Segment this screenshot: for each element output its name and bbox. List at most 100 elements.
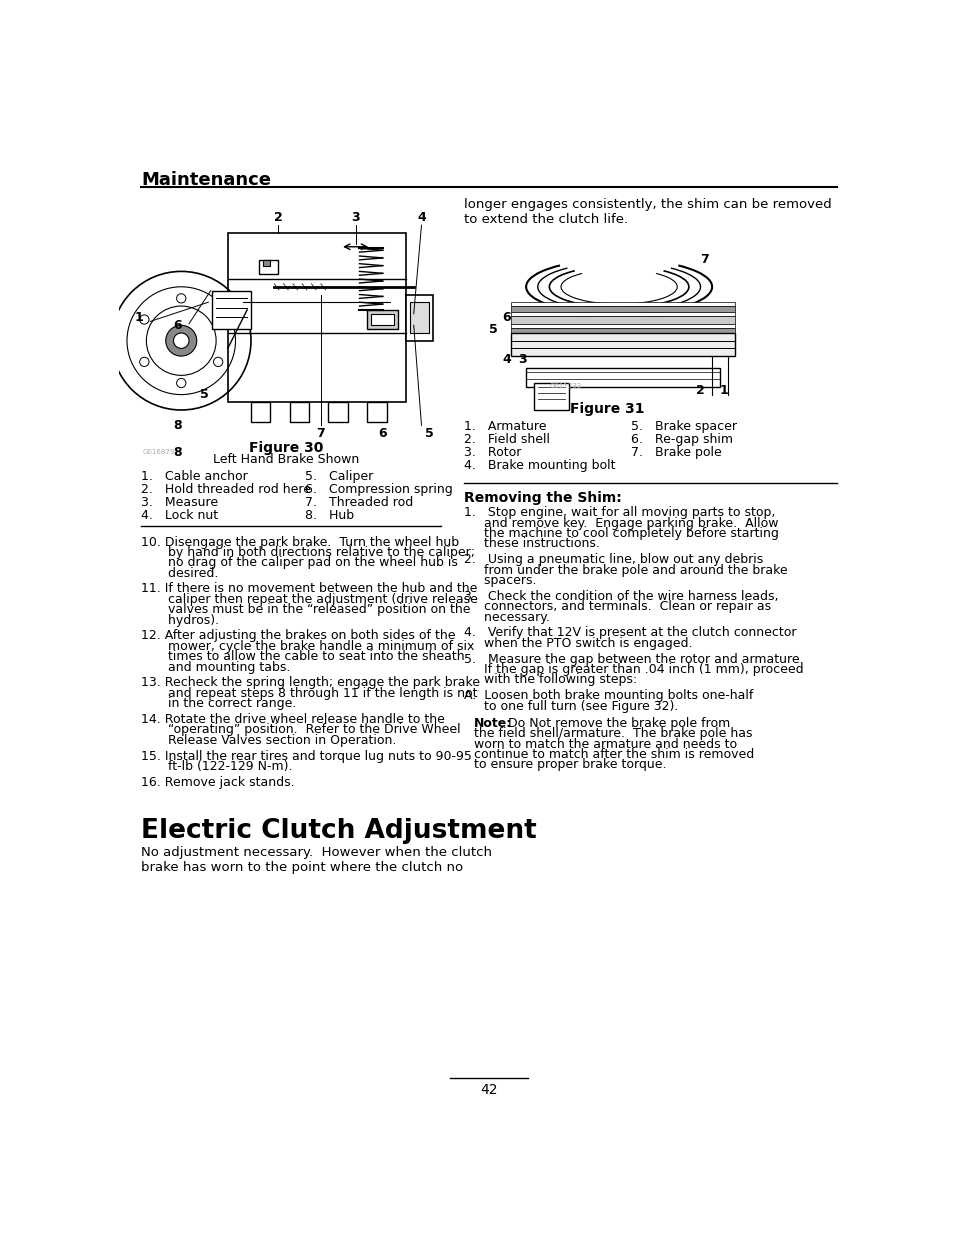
Text: and mounting tabs.: and mounting tabs. — [152, 661, 290, 673]
Text: in the correct range.: in the correct range. — [152, 698, 295, 710]
Text: the machine to cool completely before starting: the machine to cool completely before st… — [464, 527, 779, 540]
Text: A.  Loosen both brake mounting bolts one-half: A. Loosen both brake mounting bolts one-… — [464, 689, 753, 703]
Bar — [410, 303, 429, 333]
Text: 4.   Verify that 12V is present at the clutch connector: 4. Verify that 12V is present at the clu… — [464, 626, 796, 640]
Text: these instructions.: these instructions. — [464, 537, 599, 551]
Text: desired.: desired. — [152, 567, 218, 579]
Bar — [251, 403, 270, 421]
Text: valves must be in the “released” position on the: valves must be in the “released” positio… — [152, 603, 470, 616]
Text: worn to match the armature and needs to: worn to match the armature and needs to — [474, 737, 737, 751]
Text: 1.   Armature: 1. Armature — [464, 420, 546, 433]
Text: 6.   Re-gap shim: 6. Re-gap shim — [630, 433, 732, 446]
Text: 5.   Brake spacer: 5. Brake spacer — [630, 420, 736, 433]
Bar — [367, 403, 386, 421]
Bar — [510, 306, 735, 312]
Text: times to allow the cable to seat into the sheath: times to allow the cable to seat into th… — [152, 651, 464, 663]
Text: 6.   Compression spring: 6. Compression spring — [305, 483, 453, 496]
Text: 10. Disengage the park brake.  Turn the wheel hub: 10. Disengage the park brake. Turn the w… — [141, 536, 458, 548]
Text: continue to match after the shim is removed: continue to match after the shim is remo… — [474, 748, 754, 761]
Text: 42: 42 — [479, 1083, 497, 1097]
Text: 5: 5 — [489, 322, 497, 336]
Text: mower, cycle the brake handle a minimum of six: mower, cycle the brake handle a minimum … — [152, 640, 474, 653]
Text: 5.   Measure the gap between the rotor and armature.: 5. Measure the gap between the rotor and… — [464, 652, 803, 666]
Text: 2: 2 — [274, 211, 282, 224]
Text: 5: 5 — [200, 388, 209, 401]
Bar — [212, 290, 251, 330]
Text: 14. Rotate the drive wheel release handle to the: 14. Rotate the drive wheel release handl… — [141, 713, 444, 726]
Text: 3.   Rotor: 3. Rotor — [464, 446, 521, 459]
Text: G011732: G011732 — [549, 383, 581, 389]
Text: hydros).: hydros). — [152, 614, 218, 626]
Bar — [328, 403, 348, 421]
Bar — [534, 383, 568, 410]
Text: 1.   Cable anchor: 1. Cable anchor — [141, 471, 248, 483]
Text: 3: 3 — [351, 211, 359, 224]
Text: G016879: G016879 — [142, 448, 174, 454]
Circle shape — [176, 378, 186, 388]
Text: 11. If there is no movement between the hub and the: 11. If there is no movement between the … — [141, 583, 476, 595]
Text: ft-lb (122-129 N-m).: ft-lb (122-129 N-m). — [152, 760, 292, 773]
Text: 8: 8 — [172, 446, 181, 459]
Text: by hand in both directions relative to the caliper;: by hand in both directions relative to t… — [152, 546, 475, 559]
Circle shape — [139, 315, 149, 324]
Bar — [290, 403, 309, 421]
Text: 6: 6 — [172, 319, 181, 332]
Circle shape — [213, 315, 223, 324]
Text: No adjustment necessary.  However when the clutch
brake has worn to the point wh: No adjustment necessary. However when th… — [141, 846, 492, 874]
Bar — [510, 312, 735, 316]
Text: to ensure proper brake torque.: to ensure proper brake torque. — [474, 758, 666, 772]
Bar — [510, 333, 735, 356]
Circle shape — [139, 357, 149, 367]
Text: with the following steps:: with the following steps: — [464, 673, 637, 687]
Bar — [510, 327, 735, 333]
Bar — [367, 310, 397, 330]
Bar — [258, 259, 278, 274]
Bar — [510, 316, 735, 324]
Text: 2: 2 — [696, 384, 704, 398]
Text: 4: 4 — [416, 211, 425, 224]
Text: Figure 31: Figure 31 — [570, 403, 644, 416]
Text: 6: 6 — [378, 426, 387, 440]
Circle shape — [213, 357, 223, 367]
Bar — [262, 259, 270, 266]
Bar — [510, 324, 735, 327]
Circle shape — [173, 333, 189, 348]
Text: If the gap is greater than .04 inch (1 mm), proceed: If the gap is greater than .04 inch (1 m… — [464, 663, 803, 676]
Text: Left Hand Brake Shown: Left Hand Brake Shown — [213, 453, 358, 466]
Bar — [406, 294, 433, 341]
Text: and remove key.  Engage parking brake.  Allow: and remove key. Engage parking brake. Al… — [464, 516, 778, 530]
Text: 16. Remove jack stands.: 16. Remove jack stands. — [141, 776, 294, 789]
Bar — [228, 233, 406, 403]
Text: 4: 4 — [502, 353, 511, 367]
Text: necessary.: necessary. — [464, 610, 550, 624]
Text: 3.   Check the condition of the wire harness leads,: 3. Check the condition of the wire harne… — [464, 590, 778, 603]
Text: 13. Recheck the spring length; engage the park brake: 13. Recheck the spring length; engage th… — [141, 677, 479, 689]
Text: 12. After adjusting the brakes on both sides of the: 12. After adjusting the brakes on both s… — [141, 630, 455, 642]
Text: 8.   Hub: 8. Hub — [305, 509, 354, 522]
Text: “operating” position.  Refer to the Drive Wheel: “operating” position. Refer to the Drive… — [152, 724, 460, 736]
Text: 5: 5 — [424, 426, 434, 440]
Text: when the PTO switch is engaged.: when the PTO switch is engaged. — [464, 637, 692, 650]
Text: 7: 7 — [700, 253, 708, 267]
Text: 2.   Field shell: 2. Field shell — [464, 433, 550, 446]
Text: 7: 7 — [316, 426, 325, 440]
Text: 3.   Measure: 3. Measure — [141, 496, 218, 509]
Text: Do Not remove the brake pole from: Do Not remove the brake pole from — [499, 716, 729, 730]
Text: and repeat steps 8 through 11 if the length is not: and repeat steps 8 through 11 if the len… — [152, 687, 476, 700]
Text: 4.   Lock nut: 4. Lock nut — [141, 509, 218, 522]
Text: connectors, and terminals.  Clean or repair as: connectors, and terminals. Clean or repa… — [464, 600, 770, 614]
Text: 1: 1 — [719, 384, 727, 398]
Text: longer engages consistently, the shim can be removed
to extend the clutch life.: longer engages consistently, the shim ca… — [464, 199, 831, 226]
Text: from under the brake pole and around the brake: from under the brake pole and around the… — [464, 563, 787, 577]
Text: 1.   Stop engine, wait for all moving parts to stop,: 1. Stop engine, wait for all moving part… — [464, 506, 775, 519]
Text: 2.   Hold threaded rod here: 2. Hold threaded rod here — [141, 483, 311, 496]
Text: 15. Install the rear tires and torque lug nuts to 90-95: 15. Install the rear tires and torque lu… — [141, 750, 472, 762]
Text: 6: 6 — [502, 311, 511, 324]
Text: 7.   Brake pole: 7. Brake pole — [630, 446, 720, 459]
Text: Release Valves section in Operation.: Release Valves section in Operation. — [152, 734, 395, 747]
Text: 1: 1 — [134, 311, 143, 324]
Text: 8: 8 — [172, 419, 181, 432]
Text: 5.   Caliper: 5. Caliper — [305, 471, 374, 483]
Text: 4.   Brake mounting bolt: 4. Brake mounting bolt — [464, 459, 615, 472]
Text: 2.   Using a pneumatic line, blow out any debris: 2. Using a pneumatic line, blow out any … — [464, 553, 762, 566]
